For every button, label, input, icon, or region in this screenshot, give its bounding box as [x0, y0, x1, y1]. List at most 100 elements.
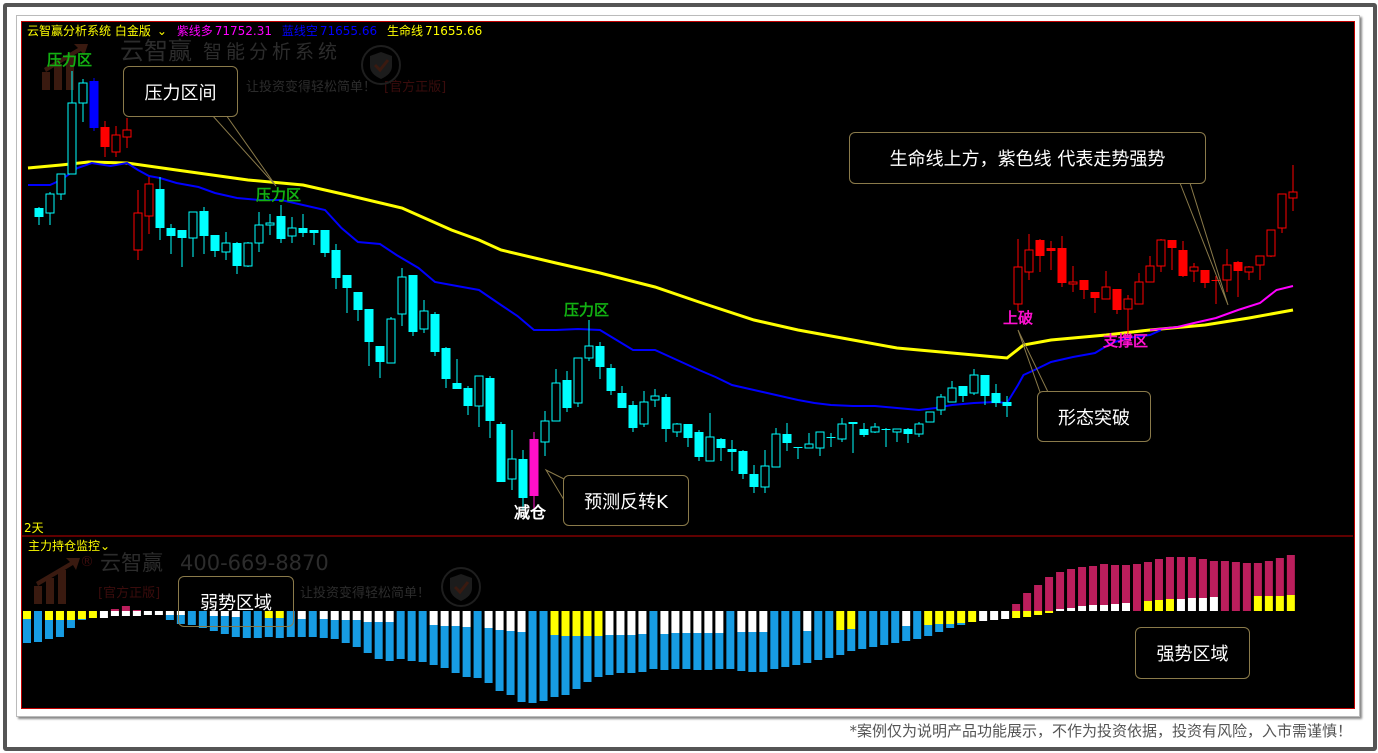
candle-body	[540, 420, 550, 443]
candle-body	[298, 228, 308, 233]
candle	[342, 275, 352, 313]
position-bar	[1045, 577, 1054, 613]
candle	[507, 430, 517, 490]
candle-body	[925, 411, 935, 423]
position-bar	[319, 611, 328, 638]
bar-blue	[242, 611, 251, 638]
candle-body	[320, 230, 330, 253]
bar-cap	[1100, 605, 1109, 611]
candle-body	[166, 228, 176, 236]
bar-blue	[429, 625, 438, 665]
bar-blue	[264, 618, 273, 637]
bar-blue	[935, 624, 944, 632]
candle-body	[1200, 270, 1210, 283]
candle-body	[232, 243, 242, 266]
candle	[397, 268, 407, 326]
candle-body	[837, 423, 847, 440]
position-bars	[23, 555, 1295, 703]
position-bar	[550, 611, 559, 697]
bar-blue	[473, 611, 482, 678]
candle-body	[507, 458, 517, 480]
candle-body	[562, 380, 572, 408]
position-bar	[396, 611, 405, 659]
candle-body	[1134, 281, 1144, 305]
candle	[1211, 276, 1221, 304]
candle	[727, 440, 737, 471]
position-bar	[132, 610, 141, 616]
candle-body	[1035, 240, 1045, 256]
candle	[914, 422, 924, 437]
candle	[408, 275, 418, 336]
candle-body	[903, 429, 913, 434]
candle	[1200, 270, 1210, 288]
bar-cap	[1253, 596, 1262, 611]
candle-body	[727, 449, 737, 452]
candle	[815, 431, 825, 456]
bar-blue	[748, 632, 757, 672]
candle	[1167, 240, 1177, 270]
bar-cap	[440, 611, 449, 626]
bar-cap	[1209, 597, 1218, 611]
position-bar	[836, 611, 845, 655]
candle-body	[67, 102, 77, 175]
candle	[78, 79, 88, 122]
bar-cap	[143, 611, 152, 615]
position-bar	[594, 611, 603, 677]
candle	[1046, 241, 1056, 270]
bar-cap	[341, 611, 350, 620]
bar-cap	[1165, 599, 1174, 611]
bar-blue	[572, 636, 581, 689]
bar-blue	[957, 623, 966, 625]
position-bar	[825, 611, 834, 658]
position-bar	[44, 611, 53, 639]
bar-cap	[1176, 599, 1185, 611]
candle	[1277, 193, 1287, 233]
position-bar	[165, 611, 174, 620]
bar-blue	[649, 611, 658, 669]
position-bar	[429, 611, 438, 665]
chevron-down-icon: ⌄	[100, 539, 111, 553]
bar-blue	[528, 611, 537, 703]
position-bar	[869, 611, 878, 647]
bar-cap	[132, 611, 141, 616]
candle-body	[716, 439, 726, 448]
position-bar	[352, 611, 361, 647]
position-bar	[1209, 561, 1218, 611]
candle	[650, 389, 660, 407]
candle-body	[573, 357, 583, 404]
candle	[1222, 249, 1232, 292]
candle	[100, 121, 110, 157]
lower-title: 主力持仓监控	[28, 539, 101, 553]
position-bar	[957, 611, 966, 625]
bar-blue	[220, 616, 229, 634]
bar-crimson	[1220, 561, 1229, 611]
bar-blue	[330, 620, 339, 639]
bar-cap	[990, 611, 999, 620]
candle-body	[881, 429, 891, 430]
position-bar	[23, 611, 31, 643]
bar-blue	[396, 611, 405, 659]
candle	[67, 71, 77, 175]
position-bar	[66, 611, 75, 628]
break-up-label: 上破	[1003, 309, 1034, 327]
bar-blue	[737, 632, 746, 671]
position-bar	[341, 611, 350, 643]
candle-body	[771, 433, 781, 468]
candle-body	[1244, 266, 1254, 273]
position-bar	[1100, 564, 1109, 611]
candle	[584, 320, 594, 361]
candle-body	[397, 276, 407, 315]
candle	[903, 428, 913, 443]
candle	[1178, 241, 1188, 277]
lower-panel-title[interactable]: 主力持仓监控⌄	[28, 539, 110, 553]
bar-cap	[671, 611, 680, 633]
candle-body	[969, 374, 979, 394]
bar-crimson	[121, 606, 130, 611]
position-bar	[583, 611, 592, 682]
bar-cap	[693, 611, 702, 633]
candle-body	[331, 250, 341, 278]
app-title-dropdown[interactable]: 云智赢分析系统 白金版 ⌄	[27, 24, 167, 38]
position-bar	[407, 611, 416, 661]
bar-blue	[924, 625, 933, 636]
